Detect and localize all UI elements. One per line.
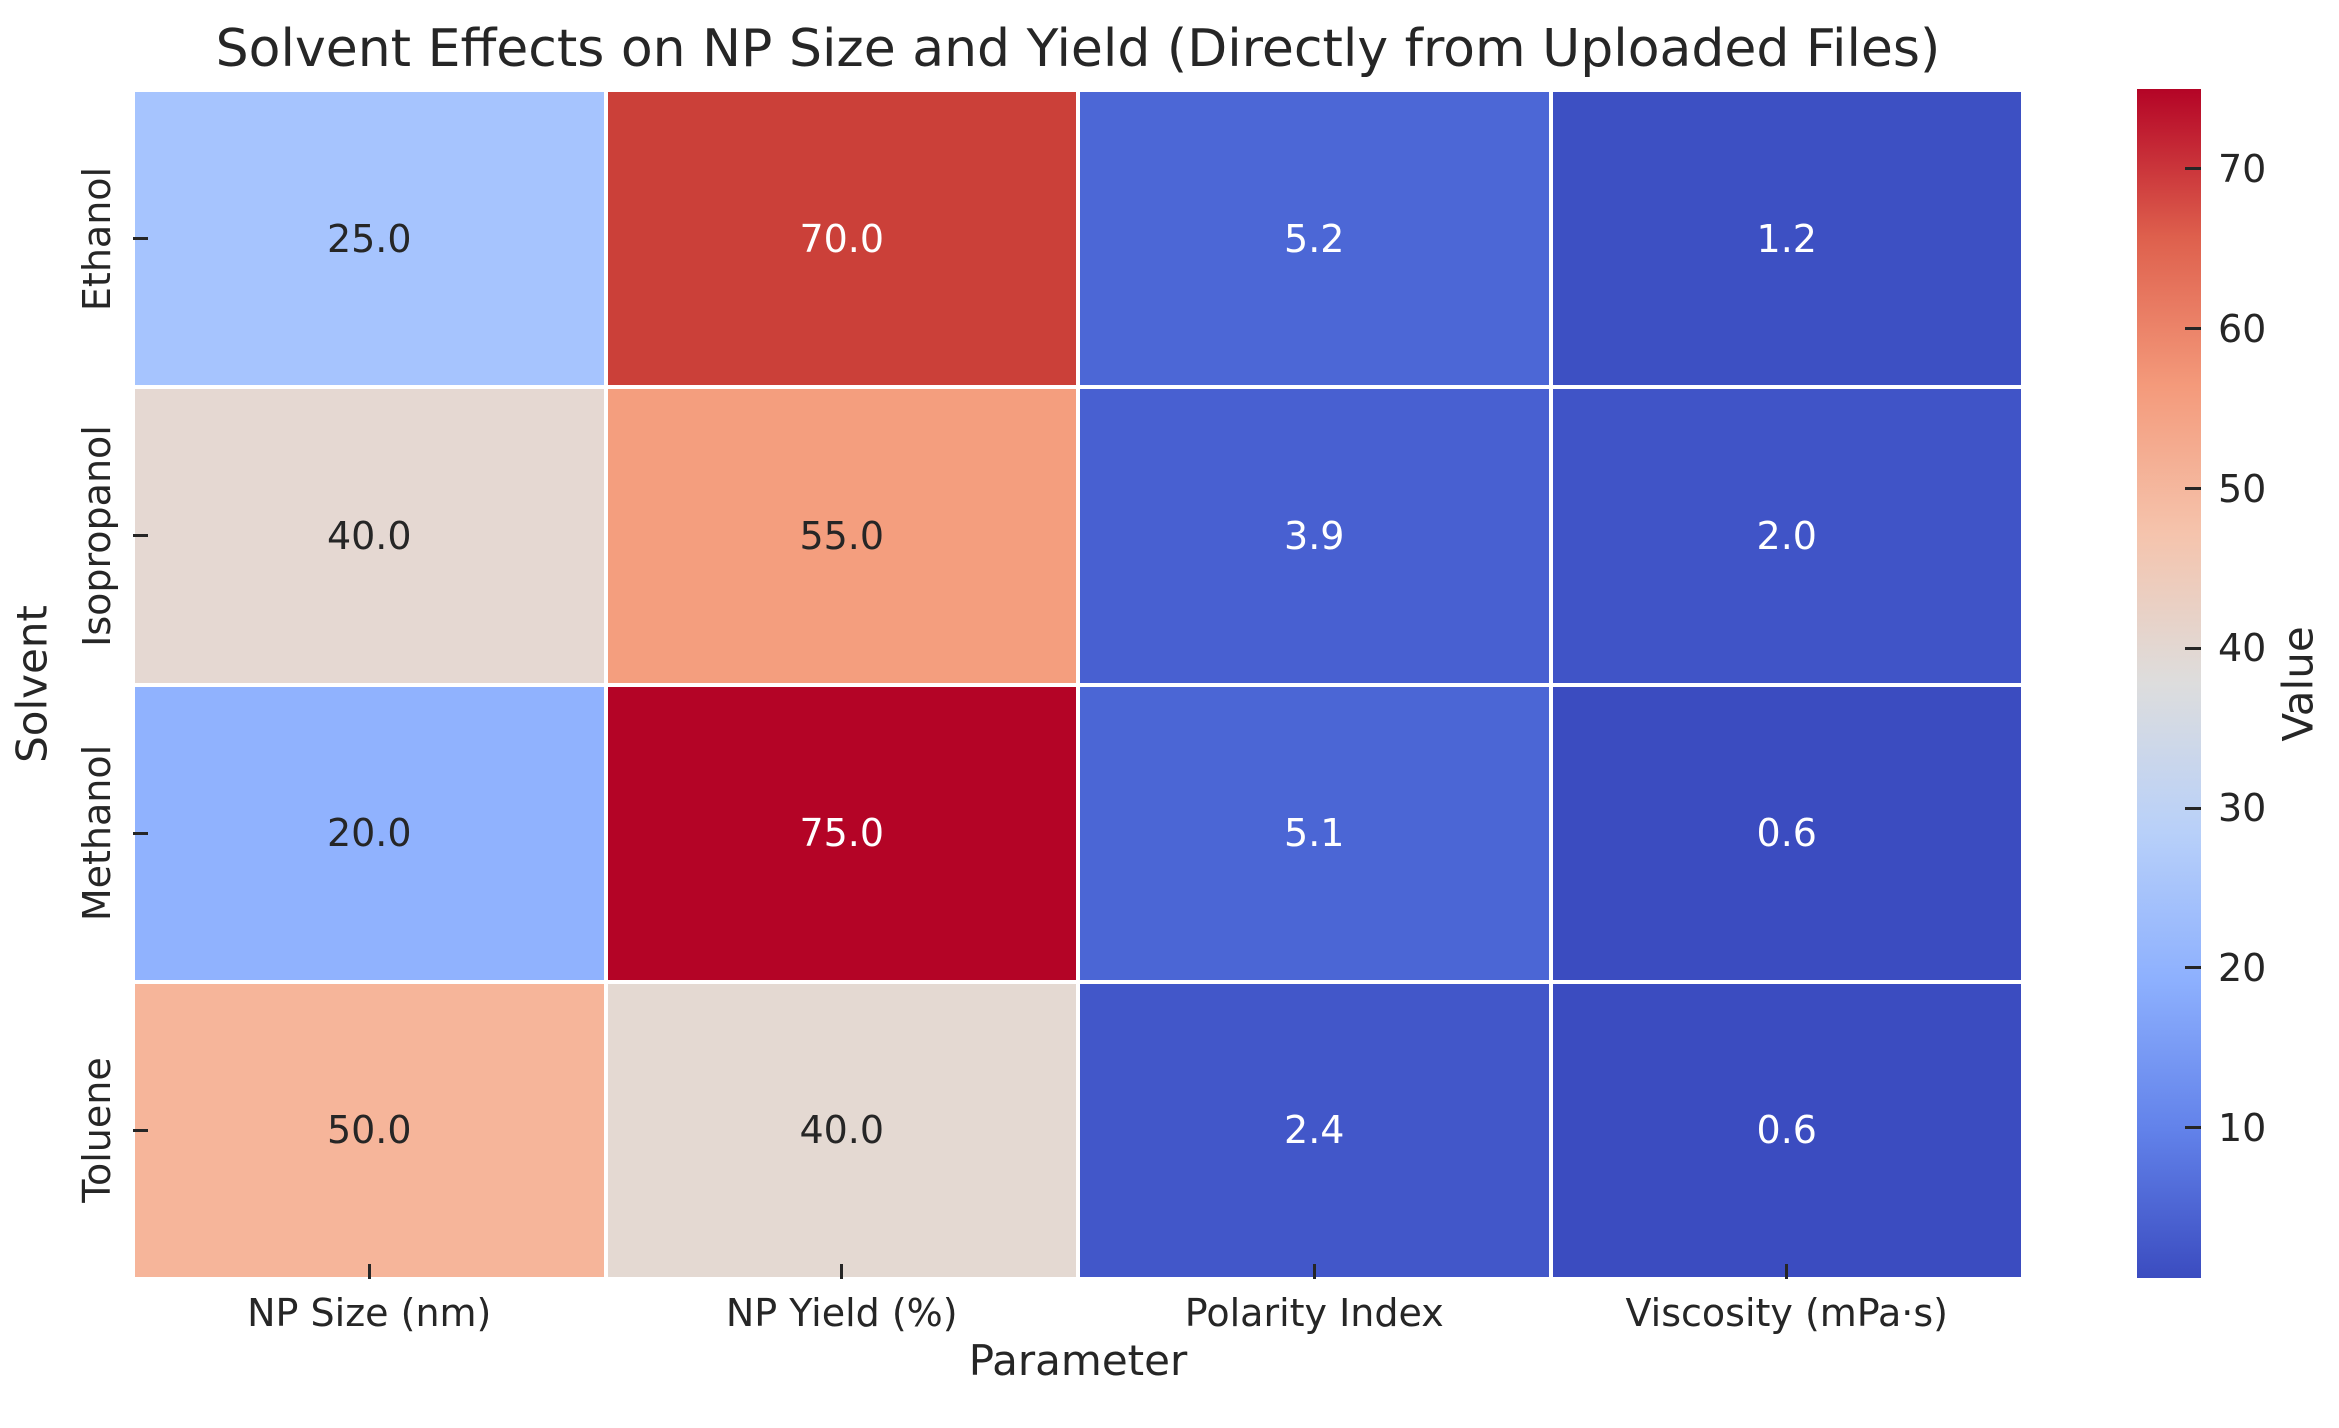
colorbar-tick-label: 50 <box>2218 466 2267 511</box>
colorbar-tick-mark <box>2185 1126 2201 1130</box>
colorbar-tick-mark <box>2185 646 2201 650</box>
y-tick-label: Ethanol <box>75 166 119 311</box>
cell-value-label: 25.0 <box>326 216 412 261</box>
heatmap-cell: 1.2 <box>1552 92 2021 386</box>
cell-value-label: 75.0 <box>799 811 885 856</box>
heatmap-cell: 0.6 <box>1552 686 2021 980</box>
y-axis-label: Solvent <box>7 605 57 763</box>
cell-value-label: 3.9 <box>1284 513 1345 558</box>
x-axis-label: Parameter <box>968 1336 1188 1385</box>
colorbar-tick-label: 30 <box>2218 786 2267 831</box>
colorbar-tick-label: 70 <box>2218 146 2267 191</box>
colorbar-label: Value <box>2273 626 2323 742</box>
heatmap-cell: 75.0 <box>607 686 1076 980</box>
cell-value-label: 2.4 <box>1284 1108 1345 1153</box>
heatmap-cell: 3.9 <box>1080 389 1549 683</box>
y-tick-label: Methanol <box>75 744 119 922</box>
heatmap-cell: 40.0 <box>607 983 1076 1277</box>
cell-value-label: 70.0 <box>799 216 885 261</box>
cell-value-label: 40.0 <box>799 1108 885 1153</box>
x-tick-label: Viscosity (mPa·s) <box>1625 1291 1949 1335</box>
x-tick-label: Polarity Index <box>1184 1291 1444 1335</box>
heatmap-cell: 2.4 <box>1080 983 1549 1277</box>
heatmap-cell: 5.1 <box>1080 686 1549 980</box>
cell-value-label: 1.2 <box>1756 216 1817 261</box>
colorbar-tick-mark <box>2185 966 2201 970</box>
cell-value-label: 2.0 <box>1756 513 1817 558</box>
colorbar-tick-label: 20 <box>2218 945 2267 990</box>
heatmap-cell: 25.0 <box>135 92 604 386</box>
y-tick-label: Toluene <box>75 1057 119 1204</box>
colorbar-tick-mark <box>2185 327 2201 331</box>
heatmap-cell: 50.0 <box>135 983 604 1277</box>
y-tick-label: Isopropanol <box>75 425 119 647</box>
colorbar-tick-label: 60 <box>2218 306 2267 351</box>
cell-value-label: 40.0 <box>326 513 412 558</box>
y-tick-mark <box>133 237 148 241</box>
cell-value-label: 20.0 <box>326 811 412 856</box>
cell-value-label: 0.6 <box>1756 811 1817 856</box>
heatmap-cell: 5.2 <box>1080 92 1549 386</box>
cell-value-label: 5.1 <box>1284 811 1345 856</box>
heatmap-cell: 2.0 <box>1552 389 2021 683</box>
x-tick-mark <box>1785 1264 1789 1279</box>
x-tick-mark <box>840 1264 844 1279</box>
heatmap-cell: 70.0 <box>607 92 1076 386</box>
x-tick-label: NP Size (nm) <box>247 1291 492 1335</box>
colorbar <box>2137 89 2201 1278</box>
chart-title: Solvent Effects on NP Size and Yield (Di… <box>215 19 1941 79</box>
cell-value-label: 0.6 <box>1756 1108 1817 1153</box>
colorbar-tick-mark <box>2185 806 2201 810</box>
x-tick-mark <box>367 1264 371 1279</box>
x-tick-mark <box>1312 1264 1316 1279</box>
y-tick-mark <box>133 1128 148 1132</box>
y-tick-mark <box>133 831 148 835</box>
cell-value-label: 55.0 <box>799 513 885 558</box>
colorbar-tick-mark <box>2185 167 2201 171</box>
heatmap-cell: 40.0 <box>135 389 604 683</box>
heatmap: 25.0 70.0 5.2 1.2 40.0 55.0 3.9 2.0 20.0 75.0 5.1 0… <box>135 92 2021 1277</box>
y-tick-mark <box>133 534 148 538</box>
colorbar-tick-label: 10 <box>2218 1105 2267 1150</box>
heatmap-cell: 0.6 <box>1552 983 2021 1277</box>
heatmap-cell: 20.0 <box>135 686 604 980</box>
colorbar-tick-label: 40 <box>2218 626 2267 671</box>
cell-value-label: 5.2 <box>1284 216 1345 261</box>
cell-value-label: 50.0 <box>326 1108 412 1153</box>
colorbar-tick-mark <box>2185 487 2201 491</box>
x-tick-label: NP Yield (%) <box>725 1291 958 1335</box>
heatmap-cell: 55.0 <box>607 389 1076 683</box>
